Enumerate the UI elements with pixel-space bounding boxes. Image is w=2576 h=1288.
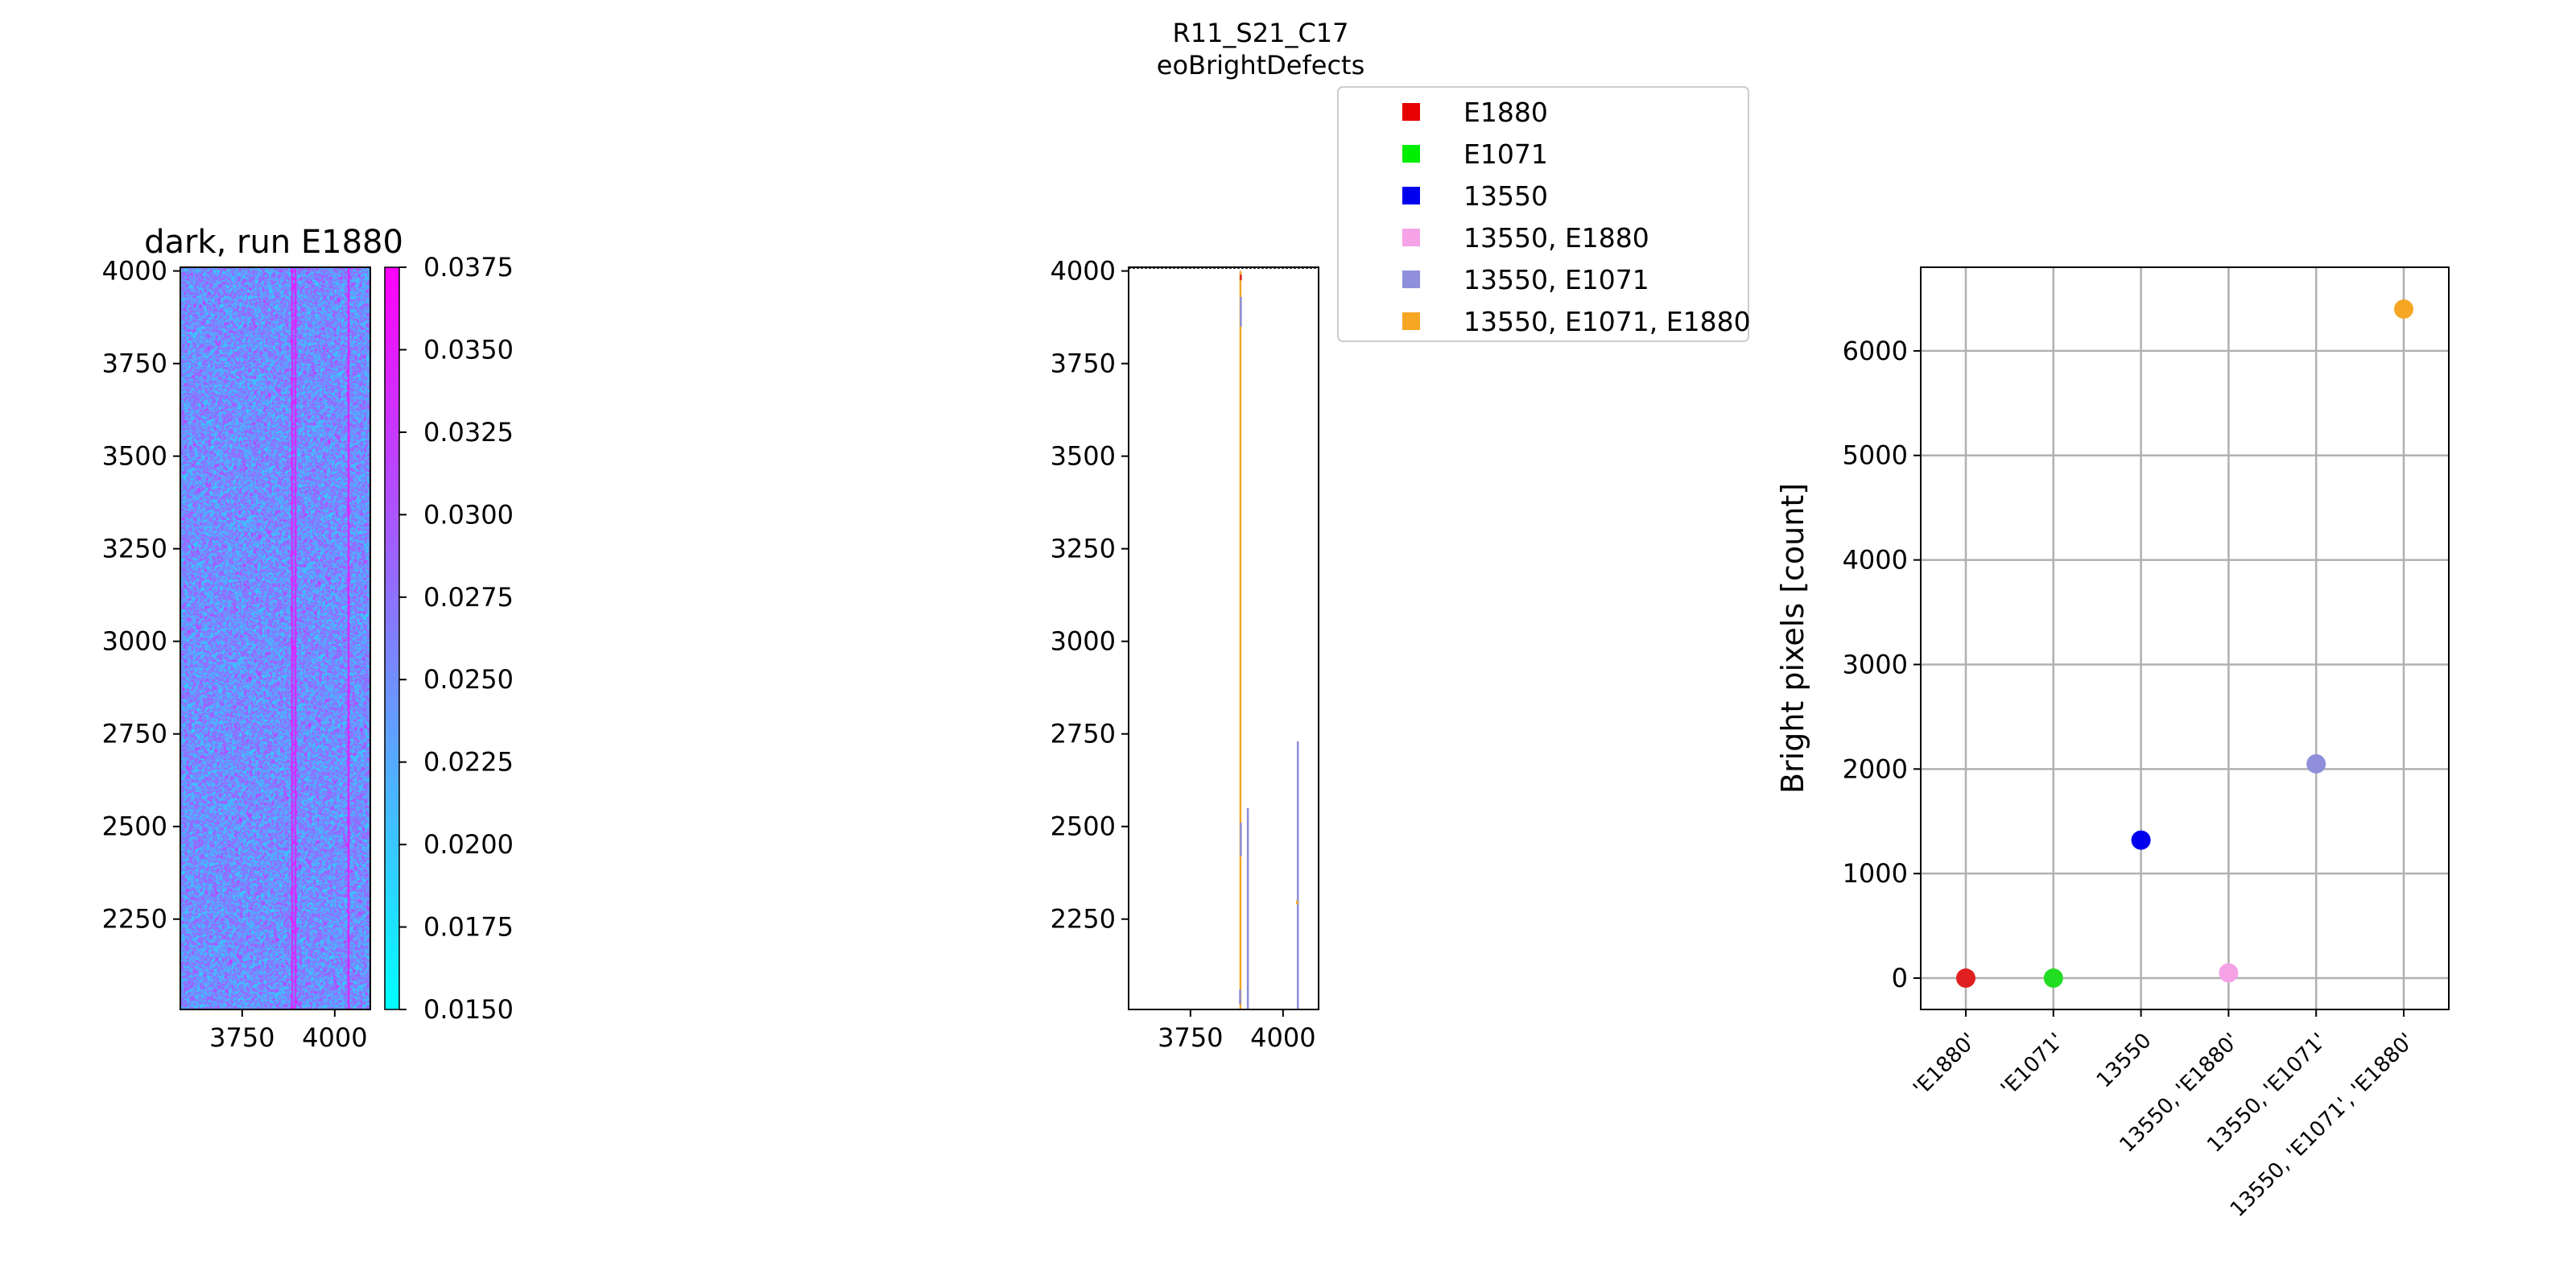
- panel1-y-axis: 2250 2500 2750 3000 3250 3500 3750 4000: [102, 256, 180, 935]
- y-tick-label: 3000: [1051, 626, 1116, 657]
- x-tick-label: 'E1880': [1909, 1029, 1981, 1101]
- legend-label: 13550, E1880: [1463, 222, 1649, 254]
- y-tick-label: 3000: [102, 626, 167, 657]
- legend-swatch: [1402, 270, 1420, 288]
- colorbar-tick-label: 0.0300: [423, 499, 514, 530]
- scatter-points: [1956, 299, 2413, 989]
- legend-label: 13550, E1071: [1463, 264, 1649, 295]
- panel3-frame: [1920, 266, 2450, 1010]
- panel1-x-axis: 3750 4000: [209, 1009, 368, 1053]
- y-tick-label: 3000: [1843, 649, 1908, 679]
- y-tick-label: 2750: [102, 719, 167, 749]
- y-tick-label: 3500: [102, 441, 167, 472]
- dark-image: [180, 267, 370, 1009]
- panel1-frame: [180, 266, 371, 1010]
- panel2-x-axis: 3750 4000: [1158, 1009, 1316, 1053]
- y-tick-label: 5000: [1843, 440, 1908, 471]
- x-tick-label: 4000: [1250, 1022, 1315, 1053]
- legend-swatch: [1402, 187, 1420, 204]
- panel1-title: dark, run E1880: [144, 224, 403, 261]
- scatter-grid: [1921, 267, 2449, 1009]
- colorbar-tick-label: 0.0350: [423, 334, 514, 365]
- scatter-point: [1956, 968, 1975, 989]
- suptitle-line2: eoBrightDefects: [1157, 50, 1365, 80]
- panel2-y-axis: 2250 2500 2750 3000 3250 3500 3750 4000: [1051, 256, 1129, 935]
- dark-image-panel: dark, run E1880 2250 2500 2750 3000 3250 3500…: [102, 224, 403, 1053]
- scatter-point: [2219, 963, 2239, 983]
- x-tick-label: 'E1071': [1996, 1029, 2069, 1101]
- panel3-y-axis: 0 1000 2000 3000 4000 5000 6000: [1843, 336, 1921, 993]
- x-tick-label: 3750: [209, 1022, 275, 1053]
- x-tick-label: 13550, 'E1071', 'E1880': [2226, 1029, 2419, 1222]
- colorbar: 0.0150 0.0175 0.0200 0.0225 0.0250 0.0275 0.03…: [384, 252, 514, 1025]
- x-tick-label: 4000: [302, 1022, 367, 1053]
- x-tick-label: 3750: [1158, 1022, 1223, 1053]
- colorbar-tick-label: 0.0175: [423, 912, 514, 943]
- colorbar-gradient: [384, 266, 400, 1010]
- suptitle-line1: R11_S21_C17: [1172, 18, 1348, 48]
- legend-label: 13550: [1463, 180, 1548, 212]
- y-tick-label: 3750: [102, 349, 167, 379]
- x-tick-label: 13550: [2092, 1029, 2157, 1093]
- y-tick-label: 3250: [1051, 534, 1116, 564]
- colorbar-tick-label: 0.0325: [423, 417, 514, 448]
- colorbar-ticks: 0.0150 0.0175 0.0200 0.0225 0.0250 0.0275 0.03…: [399, 252, 514, 1025]
- y-tick-label: 4000: [1051, 256, 1116, 287]
- y-tick-label: 2000: [1843, 753, 1908, 784]
- colorbar-tick-label: 0.0275: [423, 582, 514, 613]
- y-tick-label: 3250: [102, 534, 167, 564]
- scatter-point: [2131, 830, 2151, 850]
- y-tick-label: 2250: [102, 904, 167, 935]
- legend: E1880 E1071 13550 13550, E1880 13550, E1071 1…: [1337, 86, 1751, 342]
- scatter-point: [2394, 299, 2413, 319]
- y-tick-label: 2500: [102, 811, 167, 842]
- legend-swatch: [1402, 145, 1420, 163]
- legend-label: E1071: [1463, 138, 1548, 170]
- y-tick-label: 2500: [1051, 811, 1116, 842]
- scatter-point: [2306, 753, 2326, 774]
- legend-swatch: [1402, 312, 1420, 330]
- colorbar-tick-label: 0.0375: [423, 252, 514, 283]
- y-tick-label: 4000: [102, 256, 167, 287]
- defect-mask-panel: 2250 2500 2750 3000 3250 3500 3750 4000 3750 400…: [1051, 256, 1319, 1053]
- legend-box: [1337, 86, 1749, 342]
- colorbar-tick-label: 0.0250: [423, 664, 514, 695]
- legend-swatch: [1402, 229, 1420, 246]
- bright-pixels-scatter-panel: 0 1000 2000 3000 4000 5000 6000 'E1880' 'E1071'…: [1775, 266, 2450, 1222]
- panel2-background: [1129, 267, 1319, 1009]
- y-tick-label: 3500: [1051, 441, 1116, 472]
- legend-label: 13550, E1071, E1880: [1463, 306, 1751, 337]
- y-tick-label: 2750: [1051, 719, 1116, 749]
- panel2-frame: [1128, 266, 1319, 1010]
- y-tick-label: 1000: [1843, 858, 1908, 889]
- colorbar-tick-label: 0.0150: [423, 994, 514, 1025]
- legend-label: E1880: [1463, 97, 1548, 128]
- dark-image-pixels: [180, 267, 370, 1009]
- y-tick-label: 4000: [1843, 545, 1908, 576]
- colorbar-tick-label: 0.0200: [423, 829, 514, 860]
- colorbar-tick-label: 0.0225: [423, 747, 514, 778]
- y-tick-label: 6000: [1843, 336, 1908, 366]
- y-tick-label: 0: [1892, 963, 1908, 993]
- legend-entries: E1880 E1071 13550 13550, E1880 13550, E1071 1…: [1402, 97, 1751, 337]
- scatter-point: [2043, 968, 2063, 989]
- panel3-ylabel: Bright pixels [count]: [1775, 483, 1810, 794]
- y-tick-label: 2250: [1051, 904, 1116, 935]
- y-tick-label: 3750: [1051, 349, 1116, 379]
- legend-swatch: [1402, 103, 1420, 121]
